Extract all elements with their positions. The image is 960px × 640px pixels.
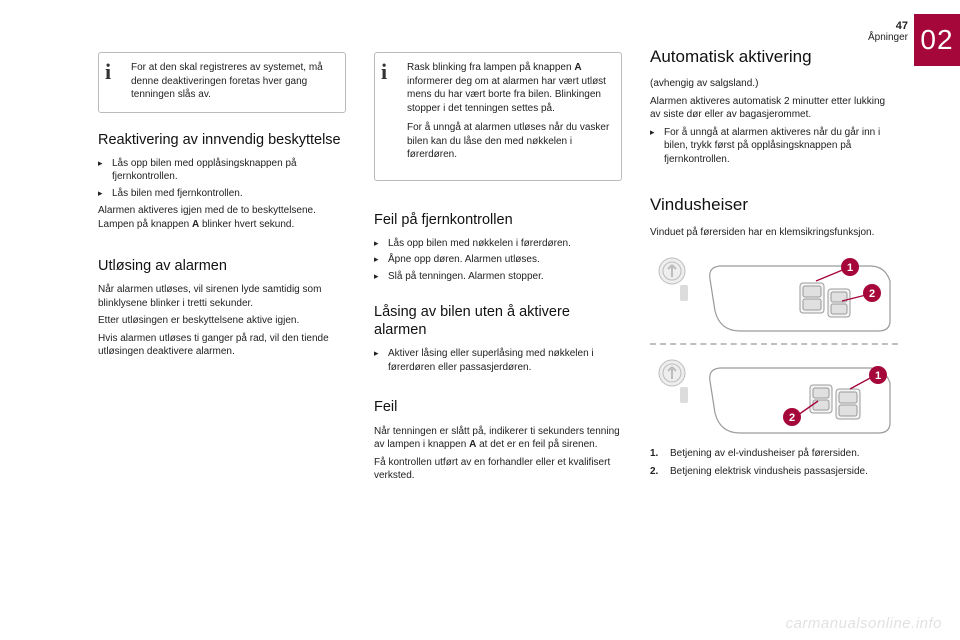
page-meta: 47 Åpninger (868, 14, 908, 43)
info-text: For at den skal registreres av systemet,… (131, 62, 323, 100)
heading-lasing: Låsing av bilen uten å aktivere alarmen (374, 303, 622, 339)
section-label: Åpninger (868, 32, 908, 43)
info-text-2: For å unngå at alarmen utløses når du va… (407, 121, 611, 162)
paragraph: Når alarmen utløses, vil sirenen lyde sa… (98, 283, 346, 310)
content-columns: i For at den skal registreres av systeme… (98, 34, 898, 594)
legend-list: 1.Betjening av el-vindusheiser på førers… (650, 447, 898, 478)
list-feilfj: Lås opp bilen med nøkkelen i førerdøren.… (374, 237, 622, 284)
chapter-tab: 02 (914, 14, 960, 66)
paragraph: Alarmen aktiveres automatisk 2 minutter … (650, 95, 898, 122)
chapter-number: 02 (920, 24, 953, 56)
info-icon: i (105, 57, 111, 87)
list-item: Slå på tenningen. Alarmen stopper. (374, 270, 622, 284)
page-number: 47 (868, 20, 908, 32)
list-item: Aktiver låsing eller superlåsing med nøk… (374, 347, 622, 374)
page: 47 Åpninger 02 i For at den skal registr… (0, 0, 960, 640)
heading-feil: Feil (374, 398, 622, 416)
legend-item: 2.Betjening elektrisk vindusheis passasj… (650, 465, 898, 479)
list-auto: For å unngå at alarmen aktiveres når du … (650, 126, 898, 167)
paragraph: Etter utløsingen er beskyttelsene aktive… (98, 314, 346, 328)
paragraph: Vinduet på førersiden har en klemsikring… (650, 226, 898, 240)
list-item: Lås bilen med fjernkontrollen. (98, 187, 346, 201)
paragraph: Få kontrollen utført av en forhandler el… (374, 456, 622, 483)
heading-automatisk: Automatisk aktivering (650, 46, 898, 67)
svg-text:1: 1 (847, 262, 853, 274)
list-item: Lås opp bilen med opplåsingsknappen på f… (98, 157, 346, 184)
legend-item: 1.Betjening av el-vindusheiser på førers… (650, 447, 898, 461)
paragraph: Alarmen aktiveres igjen med de to beskyt… (98, 204, 346, 231)
svg-text:1: 1 (875, 370, 881, 382)
list-item: Lås opp bilen med nøkkelen i førerdøren. (374, 237, 622, 251)
subtext: (avhengig av salgsland.) (650, 77, 898, 91)
svg-text:2: 2 (869, 288, 875, 300)
paragraph: Når tenningen er slått på, indikerer ti … (374, 425, 622, 452)
paragraph: Hvis alarmen utløses ti ganger på rad, v… (98, 332, 346, 359)
svg-text:2: 2 (789, 412, 795, 424)
list-lasing: Aktiver låsing eller superlåsing med nøk… (374, 347, 622, 374)
heading-reaktivering: Reaktivering av innvendig beskyttelse (98, 131, 346, 149)
info-text: Rask blinking fra lampen på knappen A in… (407, 62, 606, 114)
diagram-top: 1 2 (650, 251, 898, 335)
info-box-2: i Rask blinking fra lampen på knappen A … (374, 52, 622, 181)
diagram-bottom: 1 2 (650, 353, 898, 437)
heading-feil-fjern: Feil på fjernkontrollen (374, 211, 622, 229)
info-box-1: i For at den skal registreres av systeme… (98, 52, 346, 113)
list-item: For å unngå at alarmen aktiveres når du … (650, 126, 898, 167)
list-reaktivering: Lås opp bilen med opplåsingsknappen på f… (98, 157, 346, 201)
heading-utlosing: Utløsing av alarmen (98, 257, 346, 275)
list-item: Åpne opp døren. Alarmen utløses. (374, 253, 622, 267)
diagram-divider (650, 343, 898, 345)
page-header: 47 Åpninger 02 (868, 14, 960, 66)
heading-vindusheiser: Vindusheiser (650, 194, 898, 215)
diagram-window-controls: 1 2 (650, 251, 898, 437)
info-icon: i (381, 57, 387, 87)
column-1: i For at den skal registreres av systeme… (98, 52, 346, 594)
column-3: Automatisk aktivering (avhengig av salgs… (650, 52, 898, 594)
watermark: carmanualsonline.info (786, 615, 942, 632)
column-2: i Rask blinking fra lampen på knappen A … (374, 52, 622, 594)
